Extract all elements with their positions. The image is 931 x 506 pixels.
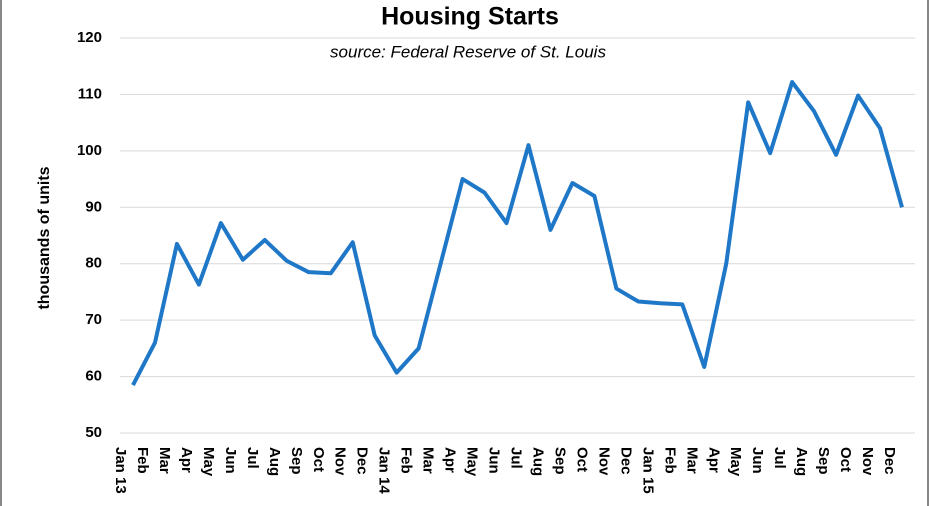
x-tick-label: Nov	[595, 447, 612, 476]
x-tick-label: Feb	[398, 447, 415, 474]
x-tick-label: Jun	[749, 447, 766, 474]
x-tick-label: Jun	[486, 447, 503, 474]
x-tick-label: Nov	[332, 447, 349, 476]
x-tick-label: Oct	[837, 447, 854, 472]
x-tick-label: May	[200, 447, 217, 477]
x-tick-label: May	[727, 447, 744, 477]
y-tick-label: 70	[85, 311, 102, 328]
x-tick-label: Aug	[793, 447, 810, 476]
y-tick-label: 60	[85, 368, 102, 385]
x-tick-label: Mar	[420, 447, 437, 474]
x-tick-label: Jul	[508, 447, 525, 469]
x-tick-label: Feb	[661, 447, 678, 474]
x-tick-label: Jan 13	[112, 447, 129, 494]
x-tick-label: Dec	[881, 447, 898, 475]
x-tick-label: Dec	[354, 447, 371, 475]
data-line	[131, 80, 904, 386]
x-tick-label: Mar	[156, 447, 173, 474]
x-tick-label: Feb	[134, 447, 151, 474]
x-tick-label: Jun	[222, 447, 239, 474]
x-tick-label: Sep	[551, 447, 568, 475]
x-tick-label: Oct	[310, 447, 327, 472]
x-tick-label: Apr	[178, 447, 195, 473]
y-tick-label: 120	[77, 29, 102, 46]
y-tick-label: 90	[85, 198, 102, 215]
x-tick-label: Apr	[705, 447, 722, 473]
x-tick-label: Apr	[442, 447, 459, 473]
x-tick-label: May	[464, 447, 481, 477]
y-tick-label: 50	[85, 424, 102, 441]
x-tick-label: Jul	[244, 447, 261, 469]
y-tick-label: 100	[77, 142, 102, 159]
chart-title: Housing Starts	[381, 3, 559, 31]
x-tick-label: Aug	[266, 447, 283, 476]
x-tick-label: Aug	[529, 447, 546, 476]
x-tick-label: Oct	[573, 447, 590, 472]
x-tick-label: Jul	[771, 447, 788, 469]
y-tick-label: 80	[85, 255, 102, 272]
x-tick-label: Sep	[815, 447, 832, 475]
chart-subtitle: source: Federal Reserve of St. Louis	[330, 42, 606, 61]
x-tick-label: Jan 14	[376, 447, 393, 494]
x-tick-label: Mar	[683, 447, 700, 474]
x-tick-label: Nov	[859, 447, 876, 476]
x-tick-label: Sep	[288, 447, 305, 475]
x-tick-label: Dec	[617, 447, 634, 475]
y-axis-label: thousands of units	[36, 166, 53, 309]
x-tick-label: Jan 15	[639, 447, 656, 494]
y-tick-label: 110	[78, 85, 102, 102]
